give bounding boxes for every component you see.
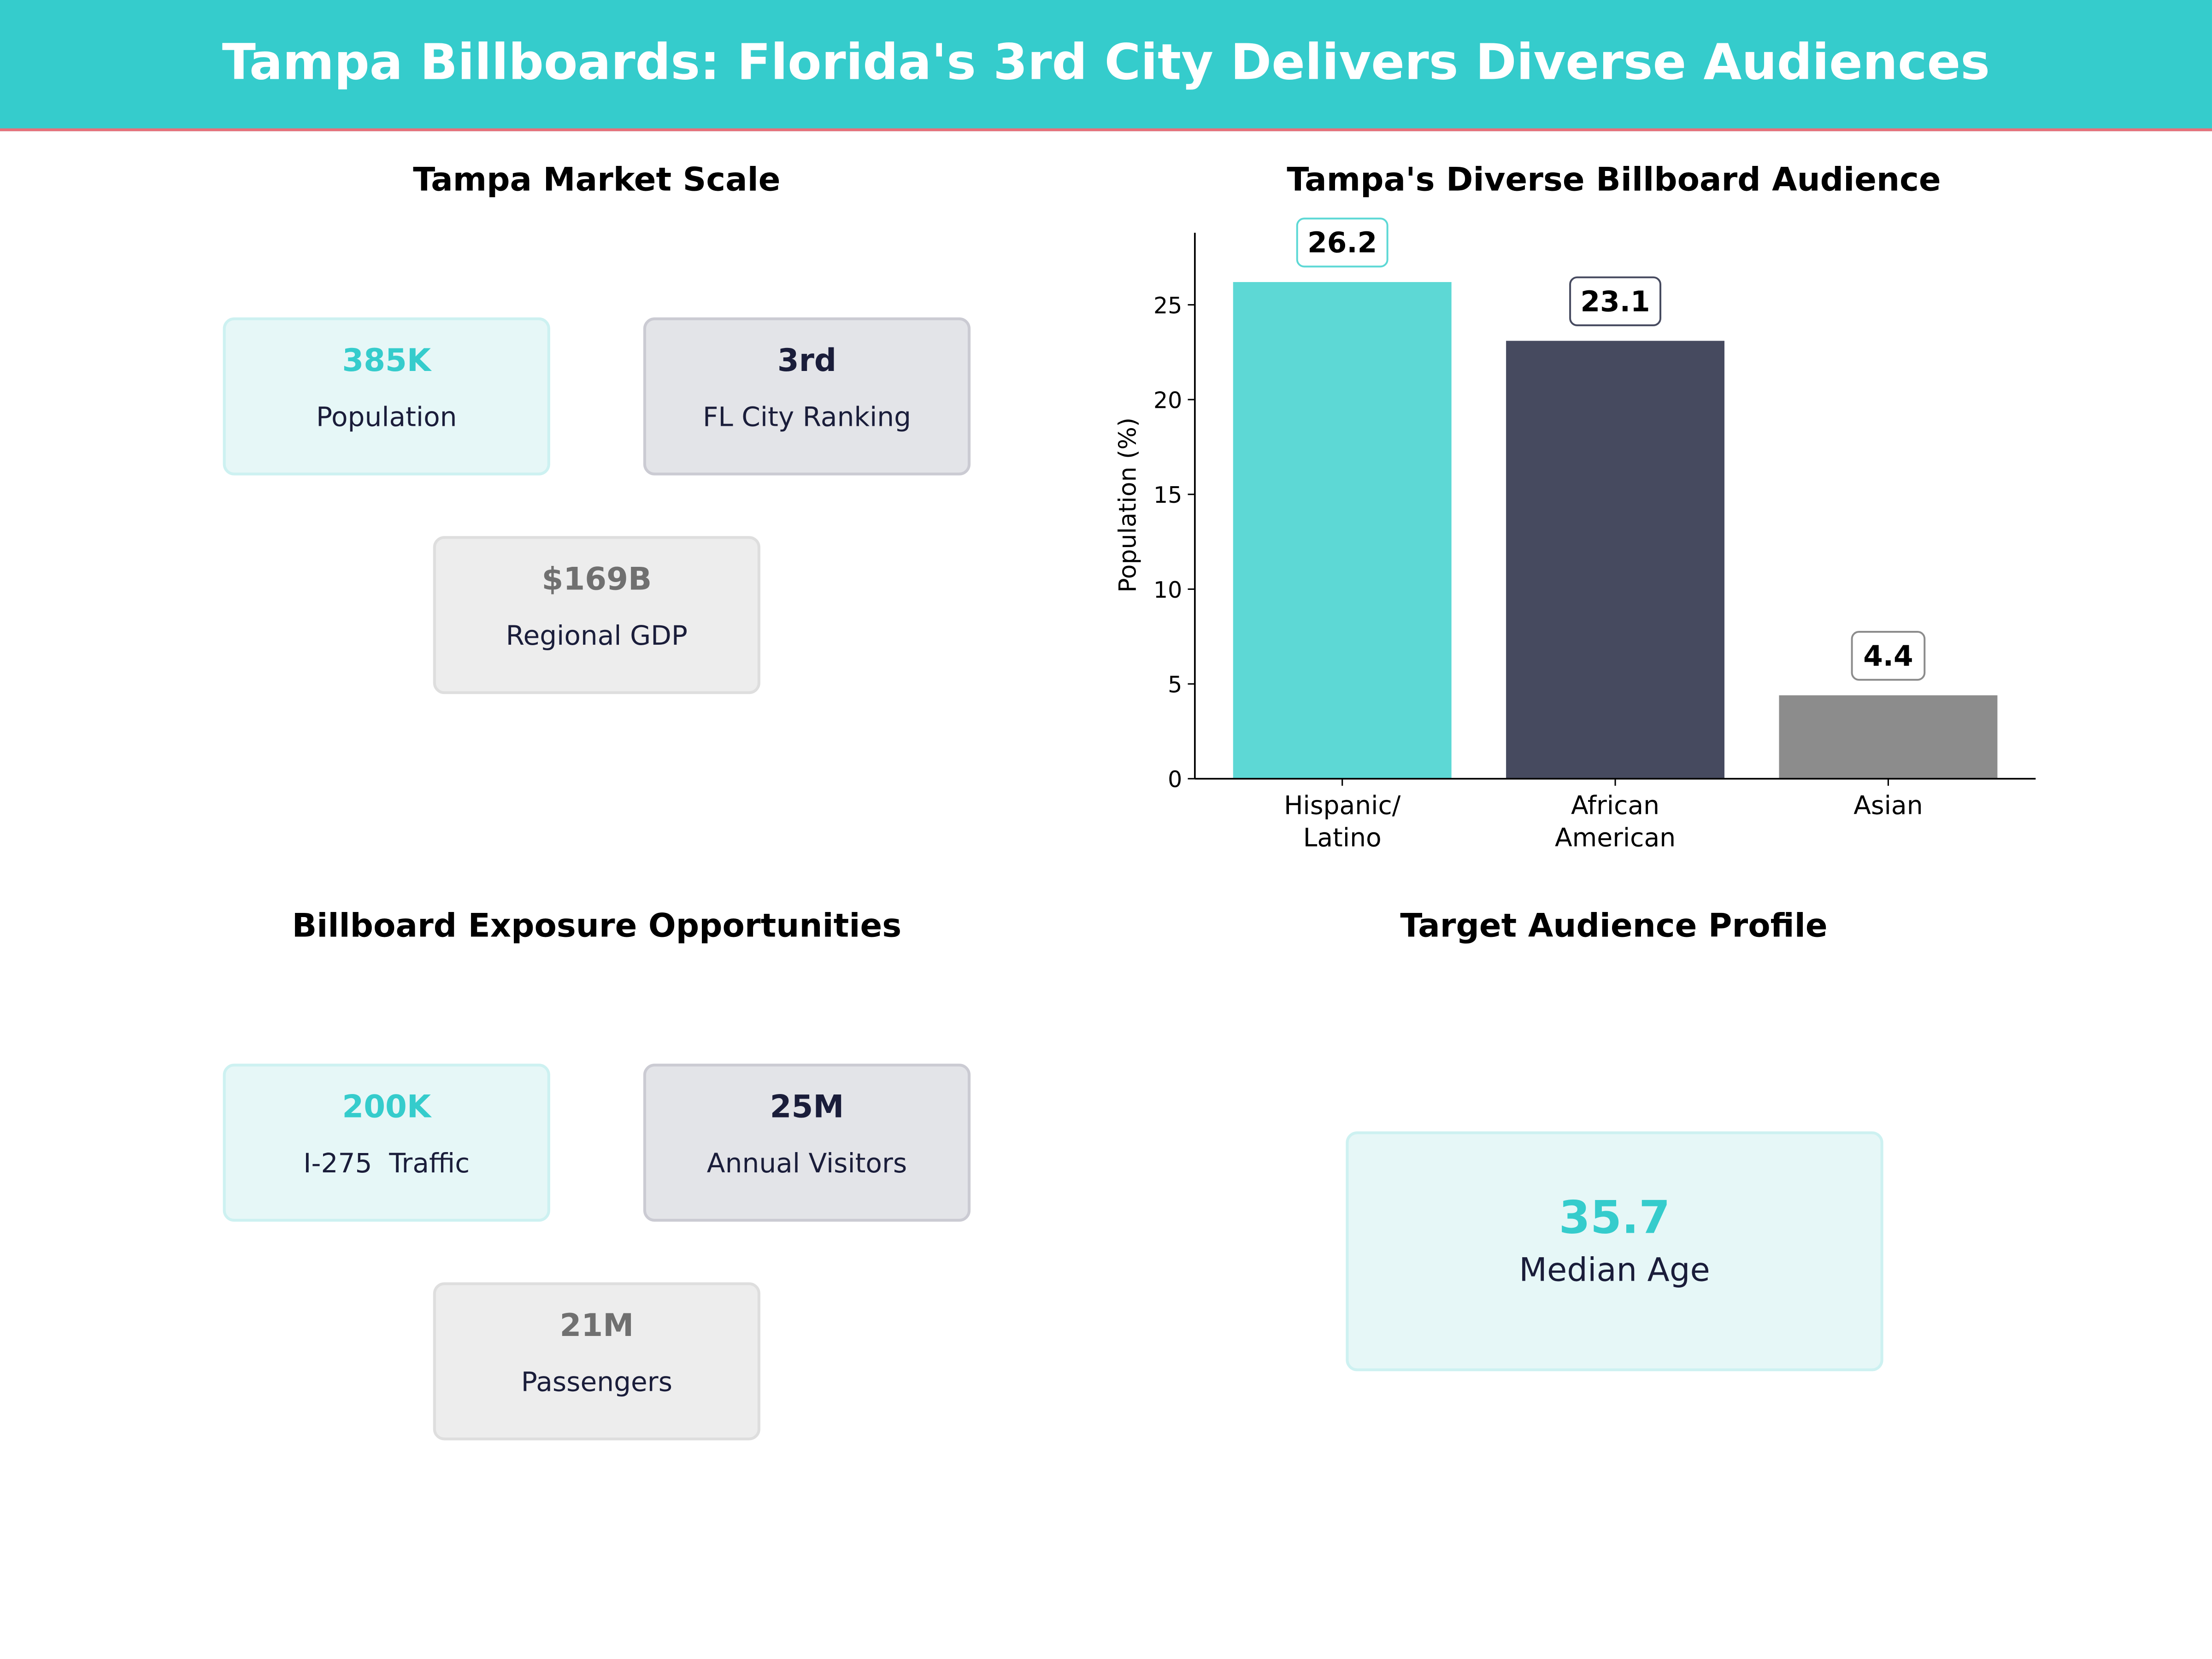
visitors-card: 25M Annual Visitors	[643, 1064, 971, 1222]
market-scale-title: Tampa Market Scale	[413, 162, 781, 199]
card-value: 25M	[770, 1090, 844, 1126]
y-tick-label: 0	[1168, 766, 1182, 793]
y-tick-label: 5	[1168, 671, 1182, 698]
value-label: 23.1	[1581, 285, 1650, 318]
x-tick-label: American	[1555, 823, 1676, 853]
card-value: 21M	[559, 1309, 634, 1345]
regional-gdp-card: $169B Regional GDP	[433, 536, 760, 694]
x-tick-label: African	[1571, 790, 1659, 820]
header-banner: Tampa Billboards: Florida's 3rd City Del…	[0, 0, 2212, 131]
median-age-card: 35.7 Median Age	[1346, 1131, 1883, 1371]
card-label: I-275 Traffic	[303, 1148, 470, 1180]
city-ranking-card: 3rd FL City Ranking	[643, 317, 971, 476]
y-tick-label: 15	[1153, 482, 1182, 508]
card-label: Median Age	[1519, 1253, 1710, 1289]
value-label-box	[1296, 218, 1388, 268]
card-value: $169B	[541, 563, 652, 598]
population-card: 385K Population	[223, 317, 550, 476]
exposure-title: Billboard Exposure Opportunities	[292, 908, 902, 946]
card-value: 35.7	[1559, 1190, 1671, 1244]
card-value: 3rd	[777, 344, 837, 380]
y-tick-label: 10	[1153, 577, 1182, 603]
value-label-box	[1569, 276, 1662, 326]
value-label: 26.2	[1307, 227, 1377, 259]
card-label: Population	[316, 402, 457, 433]
x-tick-label: Hispanic/	[1284, 790, 1401, 820]
page-title: Tampa Billboards: Florida's 3rd City Del…	[222, 35, 1990, 92]
audience-profile-title: Target Audience Profile	[1400, 908, 1828, 946]
y-axis-label: Population (%)	[1114, 418, 1141, 593]
bar	[1233, 282, 1452, 779]
x-tick-label: Asian	[1853, 790, 1923, 820]
card-label: Annual Visitors	[706, 1148, 907, 1180]
card-label: FL City Ranking	[702, 402, 912, 433]
x-tick-label: Latino	[1303, 823, 1382, 853]
bar	[1779, 695, 1998, 779]
bar	[1506, 341, 1725, 779]
value-label-box	[1851, 631, 1926, 681]
card-label: Passengers	[521, 1367, 673, 1398]
traffic-card: 200K I-275 Traffic	[223, 1064, 550, 1222]
chart-title: Tampa's Diverse Billboard Audience	[1287, 162, 1941, 199]
card-value: 385K	[342, 344, 431, 380]
y-tick-label: 25	[1153, 293, 1182, 319]
card-label: Regional GDP	[506, 620, 688, 652]
card-value: 200K	[342, 1090, 431, 1126]
passengers-card: 21M Passengers	[433, 1282, 760, 1441]
value-label: 4.4	[1863, 640, 1913, 673]
y-tick-label: 20	[1153, 387, 1182, 413]
